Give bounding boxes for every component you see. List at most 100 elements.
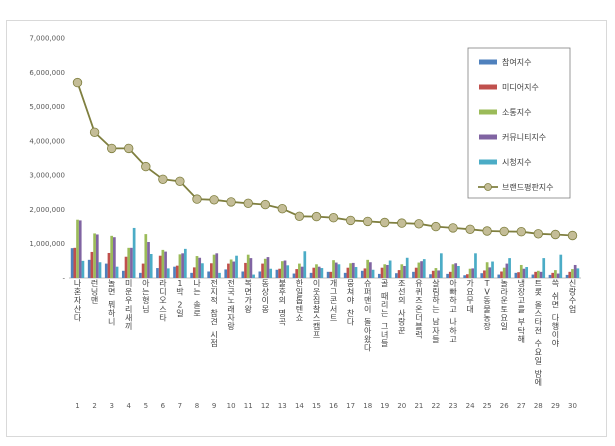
rank-label: 12 [261, 402, 270, 410]
rank-label: 29 [551, 402, 560, 410]
bar-5 [286, 265, 290, 278]
line-point [277, 203, 288, 214]
bar-2 [500, 271, 503, 278]
rank-label: 15 [312, 402, 321, 410]
legend-label: 참여지수 [502, 57, 531, 67]
bar-2 [483, 270, 486, 278]
bar-5 [542, 258, 546, 278]
rank-label: 22 [431, 402, 440, 410]
bar-1 [70, 248, 74, 278]
bar-4 [386, 264, 389, 278]
legend-swatch [479, 134, 497, 140]
bar-3 [349, 263, 352, 278]
line-point [192, 194, 202, 204]
bar-3 [536, 270, 540, 278]
bar-3 [434, 268, 438, 278]
y-tick-label: 6,000,000 [29, 69, 65, 77]
bar-4 [266, 257, 270, 278]
bar-1 [514, 272, 518, 278]
bar-2 [158, 255, 162, 278]
legend-box [467, 47, 571, 199]
bar-5 [576, 268, 580, 278]
bar-5 [491, 261, 494, 278]
bar-1 [497, 274, 501, 278]
bar-1 [207, 271, 211, 278]
bar-3 [554, 270, 557, 278]
bar-4 [454, 263, 458, 278]
line-point [243, 198, 253, 209]
line-point [448, 223, 458, 233]
bar-1 [343, 272, 347, 278]
legend-label: 커뮤니티지수 [502, 132, 546, 142]
legend-label: 시청지수 [502, 158, 531, 167]
bar-2 [210, 263, 213, 278]
bar-5 [388, 260, 392, 278]
rank-label: 11 [244, 402, 253, 410]
rank-label: 27 [517, 402, 526, 410]
rank-label: 6 [161, 402, 166, 410]
bar-2 [431, 270, 435, 278]
line-point [380, 217, 390, 228]
line-point [106, 143, 117, 154]
rank-label: 3 [109, 402, 113, 410]
bar-1 [531, 274, 535, 278]
line-point [311, 211, 322, 222]
bar-5 [201, 263, 204, 278]
line-point [533, 229, 544, 239]
legend-marker [484, 183, 492, 191]
bar-1 [412, 271, 415, 278]
rank-label: 30 [568, 402, 577, 410]
rank-label: 13 [278, 402, 287, 410]
bar-3 [280, 261, 284, 278]
bar-5 [269, 268, 273, 278]
bar-4 [539, 271, 543, 278]
rank-label: 8 [195, 402, 199, 410]
bar-2 [278, 268, 281, 278]
bar-1 [156, 268, 159, 278]
rank-label: 18 [363, 402, 372, 410]
bar-1 [87, 259, 91, 278]
line-point [175, 176, 185, 187]
rank-label: 7 [178, 402, 182, 410]
bar-1 [548, 274, 552, 278]
line-point [209, 195, 219, 205]
bar-2 [192, 267, 196, 278]
bar-4 [334, 262, 338, 278]
line-point [431, 221, 441, 232]
line-point [158, 174, 168, 185]
bar-4 [249, 258, 253, 278]
bar-4 [300, 266, 304, 278]
bar-2 [141, 263, 145, 278]
bar-5 [115, 266, 119, 278]
y-tick-label: 2,000,000 [29, 206, 65, 214]
bar-3 [144, 234, 148, 278]
bar-4 [215, 253, 219, 278]
bar-3 [383, 264, 387, 278]
bar-2 [73, 247, 77, 278]
bar-4 [113, 237, 116, 278]
bar-4 [488, 267, 492, 278]
bar-1 [326, 271, 330, 278]
bar-3 [246, 254, 250, 278]
y-tick-label: 3,000,000 [29, 172, 65, 180]
bar-1 [224, 269, 228, 278]
bar-5 [252, 274, 255, 278]
bar-1 [395, 273, 398, 278]
bar-2 [107, 252, 111, 278]
rank-label: 2 [92, 402, 96, 410]
bar-1 [309, 272, 313, 278]
bar-3 [451, 264, 455, 278]
